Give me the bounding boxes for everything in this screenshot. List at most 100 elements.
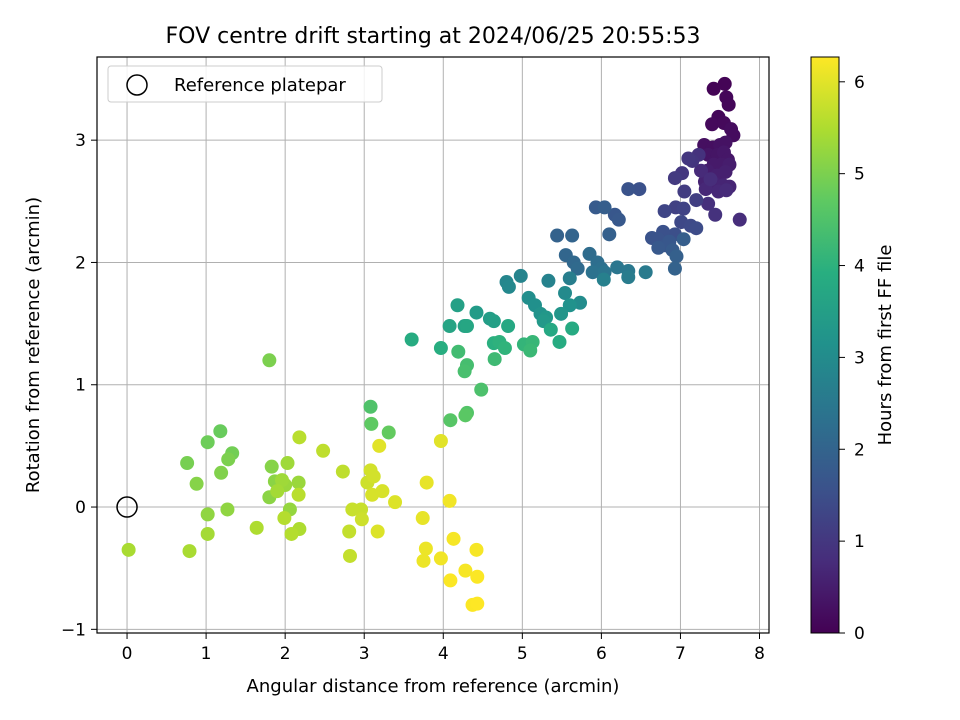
x-tick-label: 2 bbox=[280, 644, 291, 664]
data-point bbox=[562, 298, 577, 313]
data-point bbox=[677, 184, 692, 199]
data-point bbox=[443, 573, 458, 588]
data-point bbox=[415, 511, 430, 526]
data-point bbox=[596, 272, 611, 287]
data-point bbox=[706, 81, 721, 96]
data-point bbox=[676, 201, 691, 216]
y-tick-label: 1 bbox=[75, 376, 86, 396]
x-tick-label: 1 bbox=[201, 644, 212, 664]
y-tick-label: 0 bbox=[75, 498, 86, 518]
data-point bbox=[375, 484, 390, 499]
data-point bbox=[292, 430, 307, 445]
data-point bbox=[458, 408, 473, 423]
data-points bbox=[121, 76, 747, 612]
data-point bbox=[550, 228, 565, 243]
data-point bbox=[370, 524, 385, 539]
data-point bbox=[597, 200, 612, 215]
data-point bbox=[470, 569, 485, 584]
data-point bbox=[487, 352, 502, 367]
colorbar-tick-label: 0 bbox=[854, 624, 865, 644]
data-point bbox=[459, 319, 474, 334]
data-point bbox=[249, 520, 264, 535]
data-point bbox=[404, 332, 419, 347]
data-point bbox=[458, 563, 473, 578]
y-tick-label: 2 bbox=[75, 253, 86, 273]
data-point bbox=[433, 551, 448, 566]
legend-entry: Reference platepar bbox=[174, 75, 346, 96]
data-point bbox=[450, 298, 465, 313]
data-point bbox=[416, 553, 431, 568]
data-point bbox=[611, 212, 626, 227]
data-point bbox=[264, 459, 279, 474]
data-point bbox=[667, 261, 682, 276]
data-point bbox=[621, 182, 636, 197]
data-point bbox=[497, 341, 512, 356]
data-point bbox=[200, 507, 215, 522]
data-point bbox=[701, 196, 716, 211]
data-point bbox=[610, 260, 625, 275]
colorbar-tick-label: 4 bbox=[854, 257, 865, 277]
data-point bbox=[638, 265, 653, 280]
data-point bbox=[585, 265, 600, 280]
data-point bbox=[433, 341, 448, 356]
x-tick-label: 8 bbox=[754, 644, 765, 664]
colorbar-gradient bbox=[810, 56, 840, 634]
plot-frame bbox=[96, 56, 770, 634]
data-point bbox=[200, 435, 215, 450]
data-point bbox=[501, 319, 516, 334]
data-point bbox=[354, 512, 369, 527]
data-point bbox=[705, 117, 720, 132]
data-point bbox=[703, 172, 718, 187]
data-point bbox=[280, 456, 295, 471]
data-point bbox=[523, 343, 538, 358]
colorbar-tick-label: 6 bbox=[854, 73, 865, 93]
data-point bbox=[262, 353, 277, 368]
chart-title: FOV centre drift starting at 2024/06/25 … bbox=[166, 24, 701, 49]
data-point bbox=[501, 279, 516, 294]
x-axis-label: Angular distance from reference (arcmin) bbox=[247, 676, 620, 697]
legend: Reference platepar bbox=[107, 65, 383, 103]
data-point bbox=[433, 434, 448, 448]
grid bbox=[97, 57, 769, 633]
data-point bbox=[554, 306, 569, 321]
data-point bbox=[457, 364, 472, 379]
data-point bbox=[446, 531, 461, 546]
data-point bbox=[291, 487, 306, 502]
y-axis-ticks: −1 0 1 2 3 bbox=[61, 131, 97, 640]
data-point bbox=[291, 475, 306, 490]
x-tick-label: 0 bbox=[122, 644, 133, 664]
data-point bbox=[469, 305, 484, 320]
reference-platepar-marker bbox=[116, 496, 138, 518]
data-point bbox=[718, 164, 733, 179]
colorbar-tick-label: 1 bbox=[854, 532, 865, 552]
data-point bbox=[681, 151, 696, 166]
data-point bbox=[469, 542, 484, 557]
data-point bbox=[277, 511, 292, 526]
data-point bbox=[284, 526, 299, 541]
colorbar-ticks: 0 1 2 3 4 5 6 bbox=[839, 73, 865, 644]
data-point bbox=[274, 473, 289, 488]
y-axis-label: Rotation from reference (arcmin) bbox=[23, 197, 44, 493]
data-point bbox=[121, 542, 136, 557]
data-point bbox=[717, 76, 732, 91]
data-point bbox=[213, 424, 228, 439]
data-point bbox=[552, 334, 567, 349]
data-point bbox=[689, 221, 704, 236]
data-point bbox=[335, 464, 350, 479]
data-point bbox=[200, 526, 215, 541]
data-point bbox=[602, 227, 617, 242]
x-tick-label: 7 bbox=[675, 644, 686, 664]
x-tick-label: 5 bbox=[517, 644, 528, 664]
data-point bbox=[451, 344, 466, 359]
colorbar-tick-label: 5 bbox=[854, 165, 865, 185]
data-point bbox=[474, 382, 489, 397]
data-point bbox=[214, 465, 229, 480]
legend-box bbox=[107, 65, 383, 103]
data-point bbox=[558, 286, 573, 301]
data-point bbox=[657, 204, 672, 219]
x-axis-ticks: 0 1 2 3 4 5 6 7 8 bbox=[122, 633, 765, 664]
colorbar-label: Hours from first FF file bbox=[875, 245, 896, 446]
data-point bbox=[363, 399, 378, 414]
data-point bbox=[270, 484, 285, 499]
